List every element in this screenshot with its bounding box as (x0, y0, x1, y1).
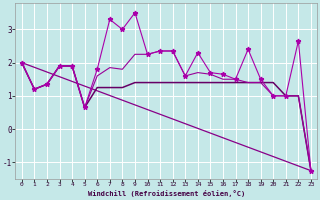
X-axis label: Windchill (Refroidissement éolien,°C): Windchill (Refroidissement éolien,°C) (88, 190, 245, 197)
